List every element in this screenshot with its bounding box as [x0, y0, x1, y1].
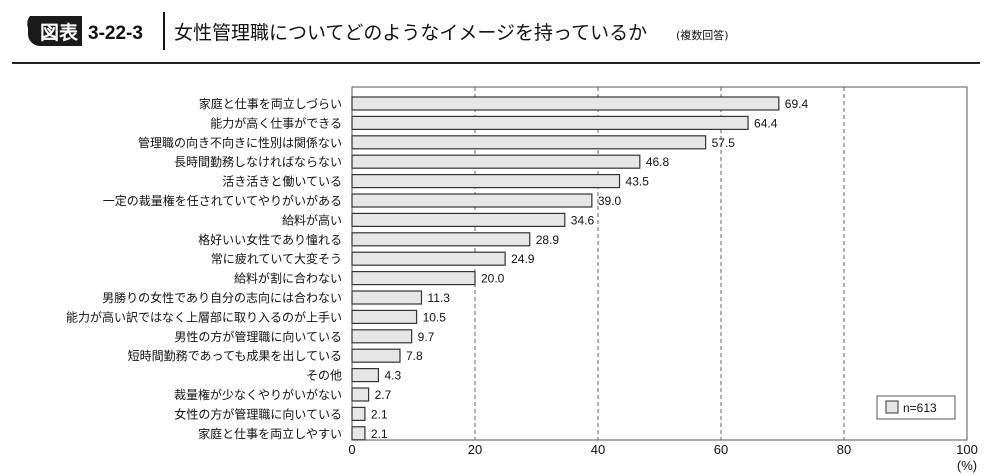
x-tick-label: 20 — [468, 442, 482, 457]
data-label: 57.5 — [712, 136, 736, 150]
header-rule — [12, 62, 980, 64]
bar — [351, 135, 707, 150]
x-tick-label: 40 — [591, 442, 605, 457]
bar — [351, 368, 380, 383]
x-tick-label: 80 — [837, 442, 851, 457]
bar — [351, 174, 621, 189]
category-label: 家庭と仕事を両立しやすい — [198, 426, 342, 441]
legend: n=613 — [876, 395, 956, 420]
bar — [351, 154, 641, 169]
bar — [351, 212, 566, 227]
bar — [351, 271, 476, 286]
data-label: 39.0 — [598, 194, 622, 208]
data-label: 2.7 — [375, 388, 392, 402]
title-note: (複数回答) — [676, 28, 729, 42]
header: 図表 3-22-3 女性管理職についてどのようなイメージを持っているか (複数回… — [12, 12, 980, 64]
badge-text: 図表 — [40, 21, 79, 44]
data-label: 69.4 — [785, 97, 809, 111]
category-label: 能力が高い訳ではなく上層部に取り入るのが上手い — [66, 309, 342, 324]
bar — [351, 290, 423, 305]
x-tick-label: 60 — [714, 442, 728, 457]
category-label: 給料が高い — [282, 212, 342, 227]
badge-bg — [27, 16, 82, 46]
category-label: 格好いい女性であり憧れる — [198, 232, 342, 247]
category-label: 常に疲れていて大変そう — [211, 251, 342, 266]
bar — [351, 251, 506, 266]
category-label: 裁量権が少なくやりがいがない — [174, 387, 342, 402]
category-label: 一定の裁量権を任されていてやりがいがある — [103, 193, 342, 208]
data-label: 10.5 — [423, 310, 447, 324]
data-label: 64.4 — [754, 116, 778, 130]
bar — [351, 96, 780, 111]
bar — [351, 232, 531, 247]
category-label: その他 — [306, 369, 342, 383]
data-label: 34.6 — [571, 213, 595, 227]
bar — [351, 115, 749, 131]
category-label: 活き活きと働いている — [222, 175, 342, 189]
category-label: 能力が高く仕事ができる — [210, 115, 342, 130]
category-label: 短時間勤務であっても成果を出している — [128, 349, 342, 363]
legend-label: n=613 — [903, 401, 937, 415]
category-label: 女性の方が管理職に向いている — [174, 406, 342, 421]
data-label: 43.5 — [626, 175, 650, 189]
data-label: 7.8 — [406, 349, 423, 363]
data-label: 2.1 — [371, 407, 388, 421]
x-tick-label: 100 — [956, 442, 978, 457]
bar — [351, 406, 366, 421]
data-label: 9.7 — [418, 330, 435, 344]
data-label: 28.9 — [536, 233, 560, 247]
category-label: 男勝りの女性であり自分の志向には合わない — [102, 290, 342, 305]
data-label: 20.0 — [481, 272, 505, 286]
data-label: 11.3 — [427, 291, 450, 305]
bar — [351, 193, 593, 208]
x-tick-label: 0 — [348, 442, 355, 457]
bar — [351, 309, 418, 324]
bar — [351, 329, 413, 344]
bar — [351, 348, 401, 363]
category-label: 長時間勤務しなければならない — [174, 155, 342, 169]
data-label: 2.1 — [371, 427, 388, 441]
category-label: 男性の方が管理職に向いている — [174, 329, 342, 344]
data-label: 24.9 — [511, 252, 535, 266]
category-label: 管理職の向き不向きに性別は関係ない — [138, 135, 342, 150]
page-title: 女性管理職についてどのようなイメージを持っているか — [174, 22, 647, 44]
x-unit: (%) — [957, 458, 977, 473]
header-divider — [163, 12, 165, 50]
figure-number: 3-22-3 — [88, 23, 143, 44]
category-label: 給料が割に合わない — [234, 271, 342, 286]
data-label: 4.3 — [384, 369, 401, 383]
data-label: 46.8 — [646, 155, 670, 169]
bar — [351, 426, 366, 441]
legend-swatch — [885, 400, 899, 414]
bar — [351, 387, 370, 402]
category-label: 家庭と仕事を両立しづらい — [199, 96, 342, 111]
